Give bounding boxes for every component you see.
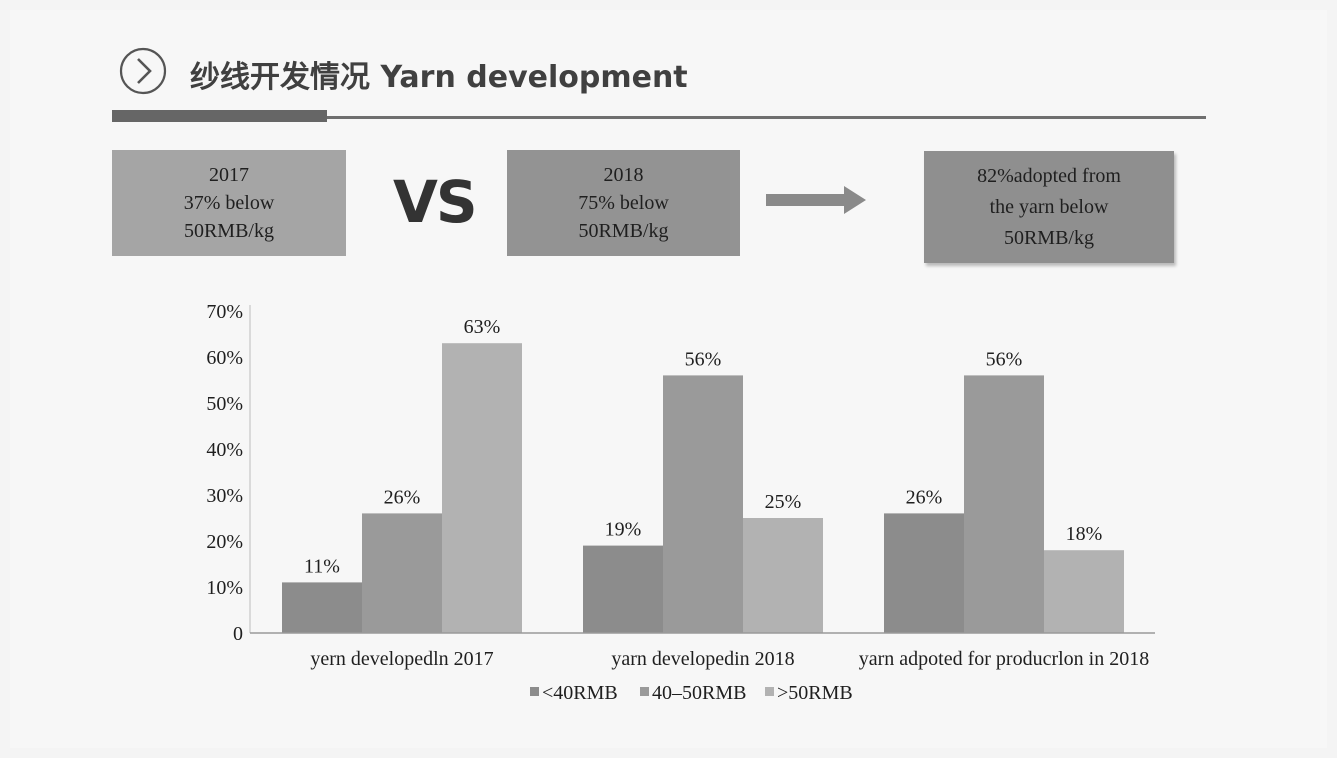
bar [442,343,522,633]
data-label: 19% [605,519,642,541]
x-category-label: yarn developedin 2018 [611,648,794,670]
bar [1044,550,1124,633]
header-divider [112,116,1206,119]
data-label: 56% [986,348,1023,370]
data-label: 63% [464,316,501,338]
y-tick-label: 30% [206,485,243,507]
page-title: 纱线开发情况 Yarn development [190,60,688,95]
legend-swatch [530,687,539,696]
chevron-circle-icon [119,47,167,95]
bar [884,513,964,633]
legend-swatch [765,687,774,696]
data-label: 11% [304,555,340,577]
y-tick-label: 0 [233,623,243,645]
bar [663,375,743,633]
legend-label: <40RMB [542,682,618,704]
y-tick-label: 70% [206,301,243,323]
data-label: 25% [765,491,802,513]
data-label: 26% [906,486,943,508]
bar [282,582,362,633]
bar [362,513,442,633]
vs-label: VS [393,168,478,236]
y-tick-label: 10% [206,577,243,599]
y-tick-label: 40% [206,439,243,461]
x-category-label: yern developedln 2017 [310,648,493,670]
summary-box-adopted: 82%adopted from the yarn below 50RMB/kg [924,151,1174,263]
bar [583,545,663,633]
data-label: 56% [685,348,722,370]
bar [743,518,823,633]
legend-label: >50RMB [777,682,853,704]
x-category-label: yarn adpoted for producrlon in 2018 [859,648,1149,670]
summary-box-2017: 2017 37% below 50RMB/kg [112,150,346,256]
bar [964,375,1044,633]
y-tick-label: 60% [206,347,243,369]
legend-swatch [640,687,649,696]
y-tick-label: 20% [206,531,243,553]
header-accent-bar [112,110,327,122]
y-tick-label: 50% [206,393,243,415]
legend-label: 40–50RMB [652,682,746,704]
data-label: 26% [384,486,421,508]
data-label: 18% [1066,523,1103,545]
right-arrow-icon [766,186,866,214]
summary-box-2018: 2018 75% below 50RMB/kg [507,150,740,256]
